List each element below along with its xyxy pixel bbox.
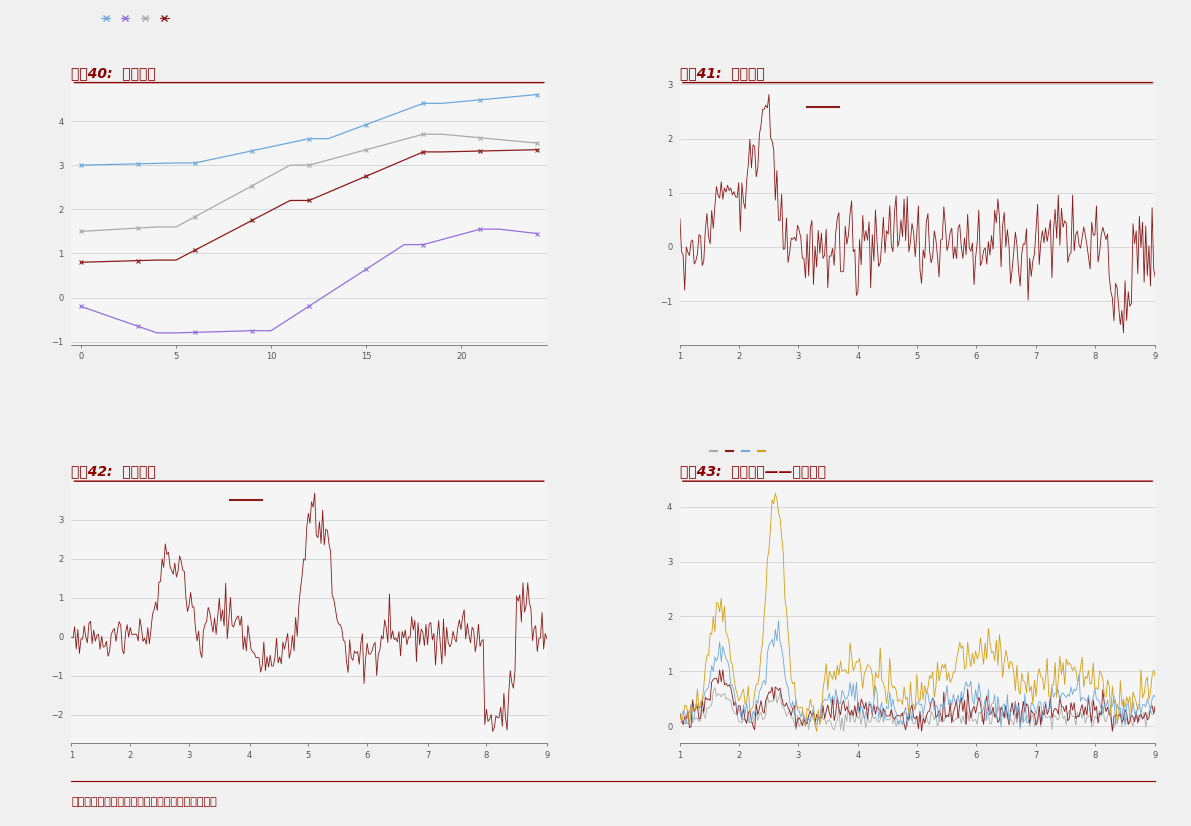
Text: 资料来源：彭博资讯，万得资讯，中金公司研究部: 资料来源：彭博资讯，万得资讯，中金公司研究部 <box>71 797 217 807</box>
Text: 图表41:  期限利差: 图表41: 期限利差 <box>680 66 765 80</box>
Text: 图表43:  信用利差——不同评级: 图表43: 信用利差——不同评级 <box>680 464 825 478</box>
Text: 图表40:  期限结构: 图表40: 期限结构 <box>71 66 156 80</box>
Text: 图表42:  信用利差: 图表42: 信用利差 <box>71 464 156 478</box>
Legend:  ,  ,  ,  : , , , <box>707 445 772 457</box>
Legend:  ,  ,  ,  : , , , <box>99 12 176 24</box>
